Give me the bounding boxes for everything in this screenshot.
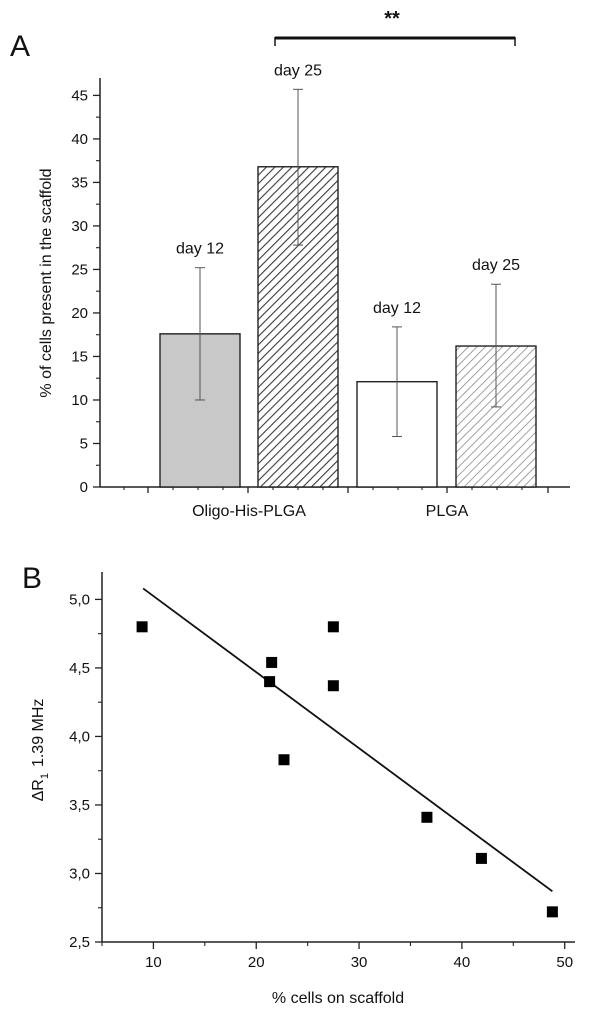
x-tick-label-b: 50 <box>556 954 573 971</box>
y-axis-title-b-main: ΔR <box>30 779 47 801</box>
panel-b-letter: B <box>22 562 42 595</box>
y-tick-label-a: 35 <box>71 174 88 191</box>
y-tick-label-a: 0 <box>80 479 88 496</box>
y-axis-title-a: % of cells present in the scaffold <box>38 168 55 397</box>
y-tick-label-b: 2,5 <box>69 934 90 951</box>
bar <box>455 345 537 488</box>
x-tick-label-b: 30 <box>351 954 368 971</box>
y-axis-title-b-subscript: 1 <box>39 773 51 779</box>
x-tick-label-b: 40 <box>454 954 471 971</box>
scatter-point <box>421 811 433 823</box>
y-tick-label-a: 5 <box>80 435 88 452</box>
y-tick-label-a: 45 <box>71 87 88 104</box>
y-tick-label-a: 30 <box>71 218 88 235</box>
x-tick-label-b: 20 <box>248 954 265 971</box>
fit-line <box>142 587 553 893</box>
scatter-point <box>327 621 339 633</box>
bar-chart-panel-a: 0 5 10 15 20 25 30 35 40 45 day 12 day 25 day 12 day … <box>38 8 570 520</box>
scatter-point <box>278 754 290 766</box>
y-axis-title-b-suffix: 1.39 MHz <box>30 699 47 767</box>
y-tick-label-a: 15 <box>71 348 88 365</box>
bar-data-label: day 25 <box>274 62 322 79</box>
scatter-point <box>264 676 276 688</box>
x-axis-title-b: % cells on scaffold <box>272 990 404 1007</box>
y-tick-label-a: 20 <box>71 305 88 322</box>
group-label: Oligo-His-PLGA <box>192 503 306 520</box>
y-tick-label-b: 5,0 <box>69 591 90 608</box>
scatter-point <box>266 656 278 668</box>
y-tick-label-a: 40 <box>71 131 88 148</box>
panel-a-letter: A <box>10 30 30 63</box>
significance-label: ** <box>384 8 400 30</box>
scatter-chart-panel-b: 2,5 3,0 3,5 4,0 4,5 5,0 10 20 30 40 50 % cells on s… <box>30 572 575 1007</box>
scatter-point <box>136 621 148 633</box>
y-tick-label-b: 3,5 <box>69 797 90 814</box>
group-label: PLGA <box>426 503 469 520</box>
scatter-point <box>475 852 487 864</box>
scatter-point <box>546 906 558 918</box>
y-tick-label-b: 4,0 <box>69 728 90 745</box>
bar-data-label: day 12 <box>373 300 421 317</box>
y-axis-title-b: ΔR1 1.39 MHz <box>30 699 51 802</box>
y-tick-label-a: 25 <box>71 261 88 278</box>
y-tick-label-b: 4,5 <box>69 660 90 677</box>
x-tick-label-b: 10 <box>145 954 162 971</box>
y-tick-label-a: 10 <box>71 392 88 409</box>
bar-data-label: day 25 <box>472 257 520 274</box>
bar-data-label: day 12 <box>176 241 224 258</box>
scatter-point <box>327 680 339 692</box>
y-tick-label-b: 3,0 <box>69 865 90 882</box>
